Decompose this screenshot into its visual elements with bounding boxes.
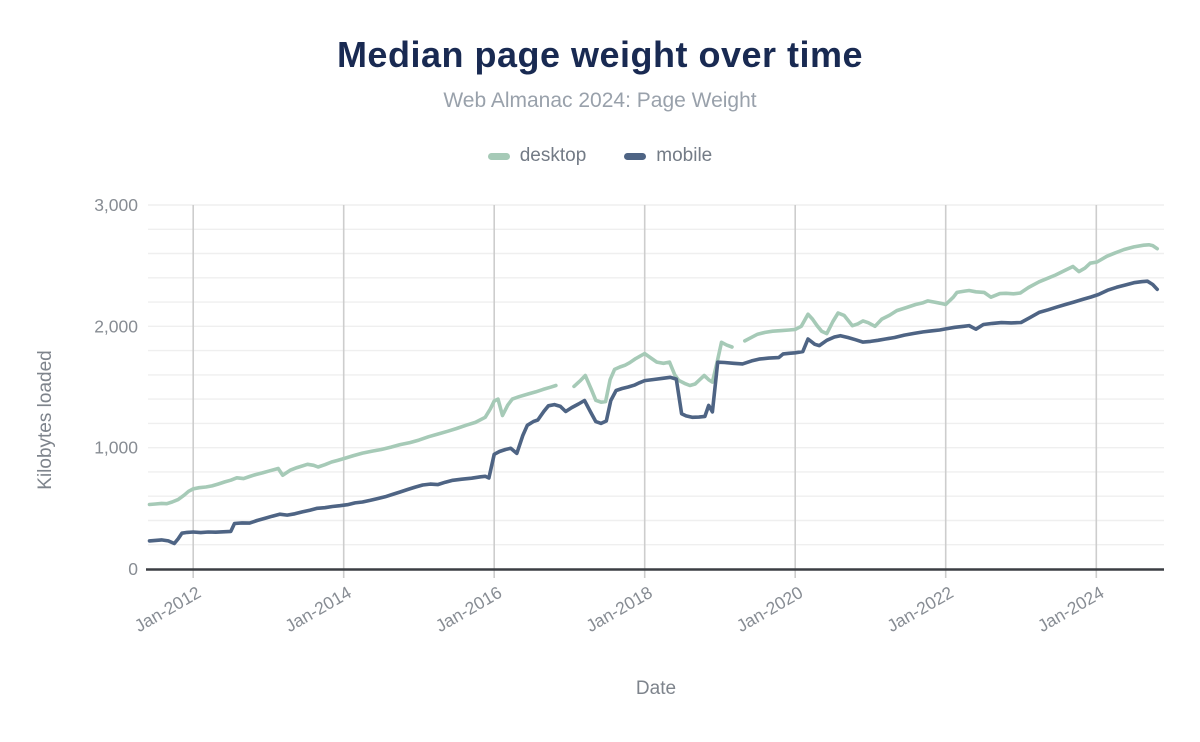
legend-item-desktop[interactable]: desktop [487,145,587,167]
desktop-line [147,243,1159,507]
chart-subtitle: Web Almanac 2024: Page Weight [443,89,757,112]
svg-text:1,000: 1,000 [94,438,138,458]
svg-text:Jan-2020: Jan-2020 [733,582,806,636]
y-axis-title: Kilobytes loaded [35,350,56,490]
chart-legend: desktop mobile [0,145,1200,167]
svg-text:3,000: 3,000 [94,195,138,215]
chart-title: Median page weight over time [336,34,864,75]
horizontal-gridlines [148,204,1164,546]
mobile-series-swatch-icon [624,152,647,160]
x-axis-title: Date [635,678,677,699]
svg-text:0: 0 [128,559,138,579]
x-tick-labels: Jan-2012 Jan-2014 Jan-2016 Jan-2018 Jan-2020… [131,582,1108,636]
vertical-gridlines [192,205,1098,578]
legend-item-mobile-label: mobile [656,145,713,166]
svg-text:2,000: 2,000 [94,316,138,336]
svg-text:Jan-2016: Jan-2016 [432,582,505,636]
mobile-line [147,279,1159,546]
desktop-series-swatch-icon [487,152,510,160]
legend-item-desktop-label: desktop [519,145,587,166]
svg-text:Jan-2014: Jan-2014 [281,582,354,636]
legend-item-mobile[interactable]: mobile [624,145,712,167]
y-tick-labels: 0 1,000 2,000 3,000 [94,195,138,579]
svg-text:Jan-2012: Jan-2012 [131,582,204,636]
svg-text:Jan-2024: Jan-2024 [1034,582,1107,636]
svg-text:Jan-2022: Jan-2022 [883,582,956,636]
svg-text:Jan-2018: Jan-2018 [582,582,655,636]
